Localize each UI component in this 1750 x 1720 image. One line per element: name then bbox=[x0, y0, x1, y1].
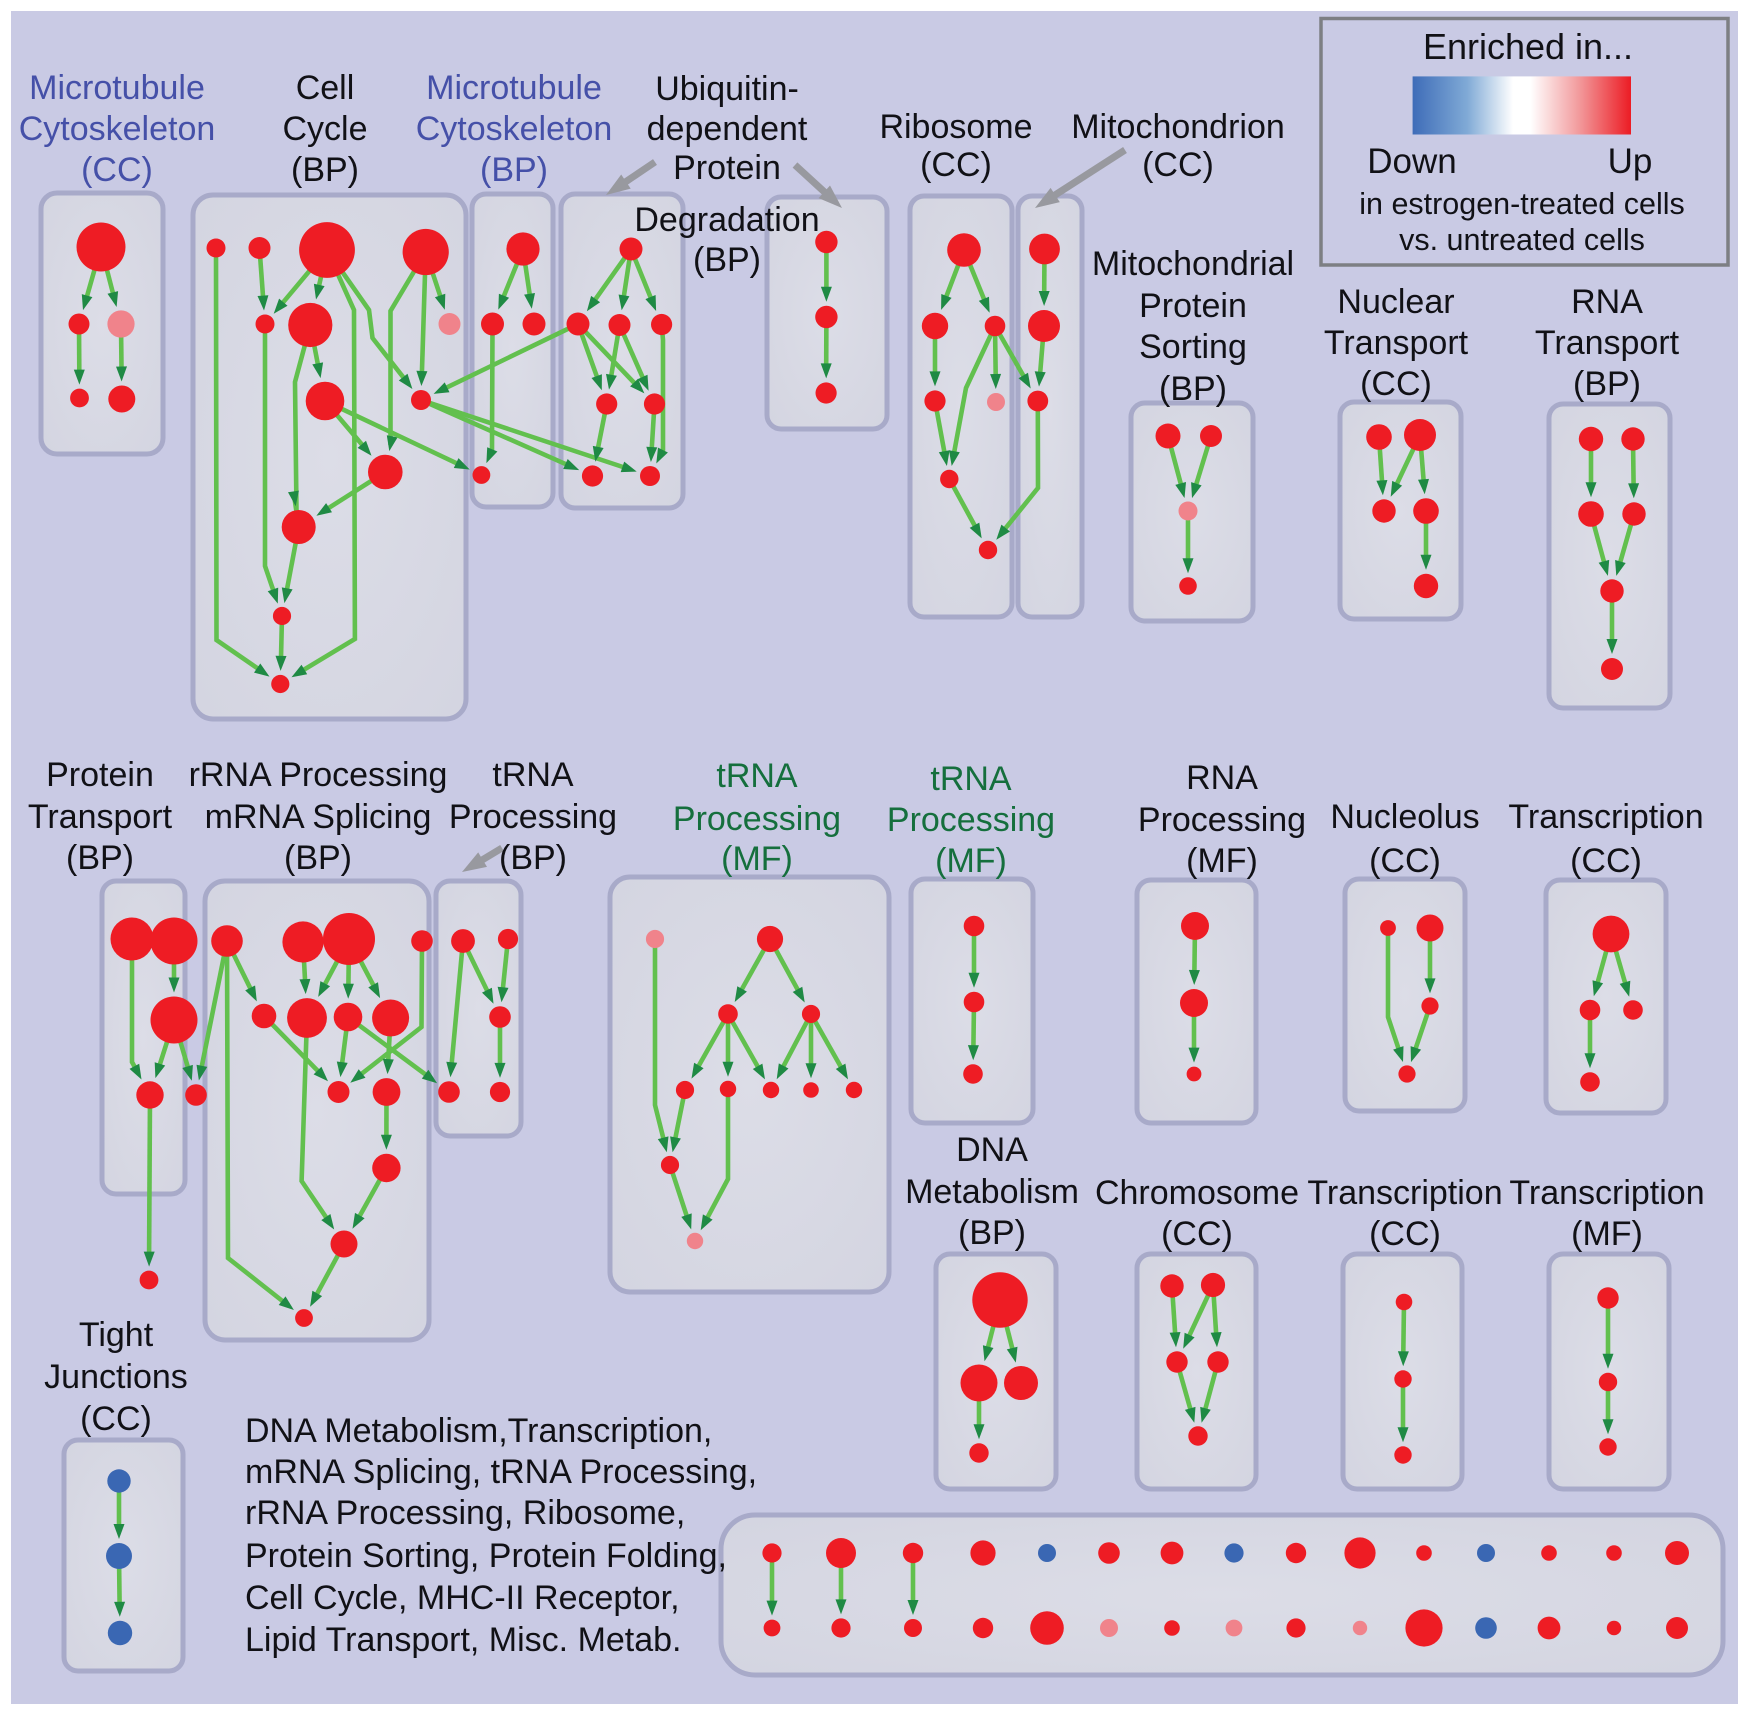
svg-text:(CC): (CC) bbox=[1360, 365, 1432, 403]
svg-text:Protein: Protein bbox=[46, 756, 154, 794]
svg-text:Protein: Protein bbox=[1139, 287, 1247, 325]
svg-text:(CC): (CC) bbox=[1369, 1215, 1441, 1253]
svg-text:Processing: Processing bbox=[887, 801, 1055, 839]
svg-text:(MF): (MF) bbox=[1571, 1215, 1643, 1253]
svg-text:(BP): (BP) bbox=[1573, 365, 1641, 403]
svg-text:Nucleolus: Nucleolus bbox=[1330, 798, 1479, 836]
svg-text:(CC): (CC) bbox=[80, 1400, 152, 1438]
svg-text:Tight: Tight bbox=[79, 1316, 154, 1354]
svg-text:Metabolism: Metabolism bbox=[905, 1173, 1079, 1211]
svg-text:rRNA Processing: rRNA Processing bbox=[189, 756, 448, 794]
svg-text:(MF): (MF) bbox=[721, 840, 793, 878]
svg-text:RNA: RNA bbox=[1571, 283, 1643, 321]
svg-text:(CC): (CC) bbox=[1369, 842, 1441, 880]
svg-text:Transport: Transport bbox=[28, 798, 173, 836]
svg-text:Processing: Processing bbox=[673, 800, 841, 838]
svg-text:RNA: RNA bbox=[1186, 759, 1258, 797]
svg-text:Mitochondrial: Mitochondrial bbox=[1092, 245, 1294, 283]
svg-text:Junctions: Junctions bbox=[44, 1358, 188, 1396]
svg-text:Sorting: Sorting bbox=[1139, 328, 1247, 366]
svg-text:tRNA: tRNA bbox=[930, 760, 1012, 798]
svg-text:Nuclear: Nuclear bbox=[1337, 283, 1454, 321]
svg-text:(CC): (CC) bbox=[920, 146, 992, 184]
svg-text:Up: Up bbox=[1608, 142, 1653, 181]
svg-text:rRNA Processing, Ribosome,: rRNA Processing, Ribosome, bbox=[245, 1494, 685, 1532]
svg-text:DNA: DNA bbox=[956, 1131, 1028, 1169]
svg-text:Enriched in...: Enriched in... bbox=[1423, 26, 1633, 67]
svg-text:Transcription: Transcription bbox=[1508, 798, 1703, 836]
svg-text:(BP): (BP) bbox=[284, 839, 352, 877]
svg-text:Protein Sorting, Protein Foldi: Protein Sorting, Protein Folding, bbox=[245, 1537, 727, 1575]
svg-text:Ubiquitin-: Ubiquitin- bbox=[655, 70, 799, 108]
svg-text:Degradation: Degradation bbox=[634, 201, 819, 239]
svg-text:Transcription: Transcription bbox=[1509, 1174, 1704, 1212]
svg-text:Cell: Cell bbox=[296, 69, 355, 107]
svg-text:(MF): (MF) bbox=[935, 842, 1007, 880]
svg-text:Protein: Protein bbox=[673, 149, 781, 187]
svg-text:(MF): (MF) bbox=[1186, 842, 1258, 880]
svg-text:Transcription: Transcription bbox=[1307, 1174, 1502, 1212]
svg-text:Ribosome: Ribosome bbox=[879, 108, 1032, 146]
svg-text:Transport: Transport bbox=[1324, 324, 1469, 362]
svg-text:Cell Cycle, MHC-II Receptor,: Cell Cycle, MHC-II Receptor, bbox=[245, 1579, 680, 1617]
svg-text:Processing: Processing bbox=[1138, 801, 1306, 839]
svg-text:mRNA Splicing, tRNA Processing: mRNA Splicing, tRNA Processing, bbox=[245, 1453, 757, 1491]
svg-text:Mitochondrion: Mitochondrion bbox=[1071, 108, 1285, 146]
svg-text:(CC): (CC) bbox=[1142, 146, 1214, 184]
svg-text:Chromosome: Chromosome bbox=[1095, 1174, 1299, 1212]
svg-text:(BP): (BP) bbox=[480, 151, 548, 189]
svg-text:in estrogen-treated cells: in estrogen-treated cells bbox=[1359, 187, 1685, 221]
svg-text:(BP): (BP) bbox=[291, 151, 359, 189]
svg-text:Processing: Processing bbox=[449, 798, 617, 836]
svg-text:mRNA Splicing: mRNA Splicing bbox=[205, 798, 432, 836]
svg-text:DNA Metabolism,Transcription,: DNA Metabolism,Transcription, bbox=[245, 1412, 712, 1450]
svg-text:Microtubule: Microtubule bbox=[426, 69, 602, 107]
svg-text:Cytoskeleton: Cytoskeleton bbox=[416, 110, 613, 148]
svg-text:(BP): (BP) bbox=[499, 839, 567, 877]
svg-text:Microtubule: Microtubule bbox=[29, 69, 205, 107]
svg-text:tRNA: tRNA bbox=[492, 756, 574, 794]
svg-text:vs. untreated cells: vs. untreated cells bbox=[1399, 223, 1645, 257]
svg-text:(BP): (BP) bbox=[66, 839, 134, 877]
svg-text:(BP): (BP) bbox=[1159, 370, 1227, 408]
svg-text:Cycle: Cycle bbox=[282, 110, 367, 148]
svg-text:(BP): (BP) bbox=[693, 241, 761, 279]
svg-text:Lipid Transport, Misc. Metab.: Lipid Transport, Misc. Metab. bbox=[245, 1621, 682, 1659]
svg-text:Transport: Transport bbox=[1535, 324, 1680, 362]
svg-text:Cytoskeleton: Cytoskeleton bbox=[19, 110, 216, 148]
svg-text:Down: Down bbox=[1367, 142, 1456, 181]
svg-text:tRNA: tRNA bbox=[716, 757, 798, 795]
svg-text:(BP): (BP) bbox=[958, 1214, 1026, 1252]
svg-text:(CC): (CC) bbox=[81, 151, 153, 189]
svg-text:(CC): (CC) bbox=[1161, 1215, 1233, 1253]
svg-text:(CC): (CC) bbox=[1570, 842, 1642, 880]
svg-text:dependent: dependent bbox=[647, 110, 808, 148]
